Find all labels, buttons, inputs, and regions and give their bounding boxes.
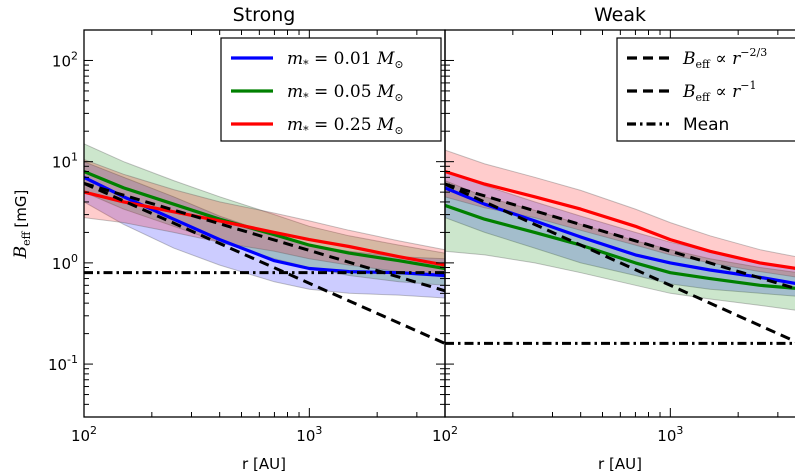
- legend-label-part: *: [303, 91, 309, 104]
- legend-label-part: −1: [740, 79, 756, 92]
- legend-label-part: ⊙: [394, 124, 403, 137]
- y-tick-label-base: 10: [52, 255, 71, 273]
- y-tick-label: 102: [52, 49, 78, 70]
- legend-label: Mean: [683, 115, 729, 135]
- x-tick-label: 102: [432, 424, 458, 445]
- line-series-0: [445, 186, 795, 286]
- legend-strong: m* = 0.01 M⊙m* = 0.05 M⊙m* = 0.25 M⊙: [220, 37, 442, 142]
- y-axis-label-subscript: eff: [20, 230, 33, 246]
- legend-label-part: ⊙: [394, 58, 403, 71]
- legend-label-part: r: [732, 82, 741, 102]
- legend-label-part: M: [376, 49, 395, 69]
- band-series-0: [84, 161, 445, 299]
- x-tick-label-base: 10: [657, 427, 676, 445]
- legend-label: m* = 0.25 M⊙: [287, 115, 404, 137]
- legend-label-part: *: [303, 58, 309, 71]
- band-series-1: [84, 143, 445, 286]
- y-tick-label: 100: [52, 252, 78, 273]
- x-tick-label-exponent: 2: [90, 424, 97, 437]
- x-axis-label: r [AU]: [242, 455, 286, 473]
- legend-label: Beff ∝ r−2/3: [682, 46, 767, 71]
- y-axis-label: Beff [mG]: [11, 190, 33, 260]
- chart-title-weak: Weak: [594, 4, 646, 26]
- legend-label-part: m: [287, 82, 303, 102]
- line-series-2: [445, 169, 795, 270]
- legend-label-part: r: [732, 49, 741, 69]
- y-tick-label: 101: [52, 151, 78, 172]
- legend-label-part: B: [682, 82, 696, 102]
- legend-label-part: = 0.01: [309, 49, 377, 69]
- x-axis-label: r [AU]: [598, 455, 642, 473]
- reference-lines: [84, 181, 445, 345]
- y-tick-label-base: 10: [52, 154, 71, 172]
- legend-label: Beff ∝ r−1: [682, 79, 757, 104]
- legend-label-part: −2/3: [740, 46, 767, 59]
- legend-label-part: m: [287, 115, 303, 135]
- x-tick-label-base: 10: [71, 427, 90, 445]
- x-tick-label-exponent: 3: [676, 424, 683, 437]
- legend-label-part: eff: [696, 58, 712, 71]
- reference-line-1: [84, 182, 445, 345]
- legend-label-part: Mean: [683, 115, 729, 135]
- reference-line-0: [445, 182, 795, 290]
- legend-label: m* = 0.05 M⊙: [287, 82, 404, 104]
- line-series-2: [84, 190, 445, 267]
- x-tick-label: 103: [657, 424, 683, 445]
- reference-lines: [445, 182, 795, 345]
- band-series-0: [445, 170, 795, 297]
- legend-label-part: *: [303, 124, 309, 137]
- line-series-1: [445, 203, 795, 290]
- y-tick-label-exponent: -1: [67, 353, 78, 366]
- y-tick-label-exponent: 0: [71, 252, 78, 265]
- legend-label-part: eff: [696, 91, 712, 104]
- x-tick-label-base: 10: [432, 427, 451, 445]
- axis-ticks: [83, 29, 446, 418]
- y-tick-label-exponent: 2: [71, 49, 78, 62]
- x-tick-label: 103: [296, 424, 322, 445]
- x-tick-label-base: 10: [296, 427, 315, 445]
- y-tick-label-exponent: 1: [71, 151, 78, 164]
- legend-label: m* = 0.01 M⊙: [287, 49, 404, 71]
- legend-label-part: M: [376, 82, 395, 102]
- reference-line-1: [445, 182, 795, 343]
- x-tick-label-exponent: 2: [451, 424, 458, 437]
- line-series-1: [84, 170, 445, 271]
- legend-label-part: ∝: [710, 49, 732, 69]
- legend-label-part: ⊙: [394, 91, 403, 104]
- x-tick-label: 102: [71, 424, 97, 445]
- legend-label-part: = 0.25: [309, 115, 377, 135]
- legend-label-part: ∝: [710, 82, 732, 102]
- x-tick-label-exponent: 3: [315, 424, 322, 437]
- confidence-bands: [445, 149, 795, 311]
- legend-label-part: B: [682, 49, 696, 69]
- chart-title-strong: Strong: [233, 4, 296, 26]
- band-series-2: [445, 149, 795, 278]
- tick-labels: 102 103: [432, 424, 683, 445]
- legend-label-part: M: [376, 115, 395, 135]
- series-lines: [445, 169, 795, 290]
- y-tick-label: 10-1: [48, 353, 78, 374]
- y-axis-label-symbol: B: [11, 246, 31, 260]
- plot-frame: [444, 29, 795, 418]
- svg-text:Beff[mG]: Beff [mG]: [11, 190, 33, 260]
- legend-label-part: m: [287, 49, 303, 69]
- y-axis-label-unit: [mG]: [12, 190, 30, 228]
- y-tick-label-base: 10: [52, 52, 71, 70]
- legend-label-part: = 0.05: [309, 82, 377, 102]
- y-tick-label-base: 10: [48, 356, 67, 374]
